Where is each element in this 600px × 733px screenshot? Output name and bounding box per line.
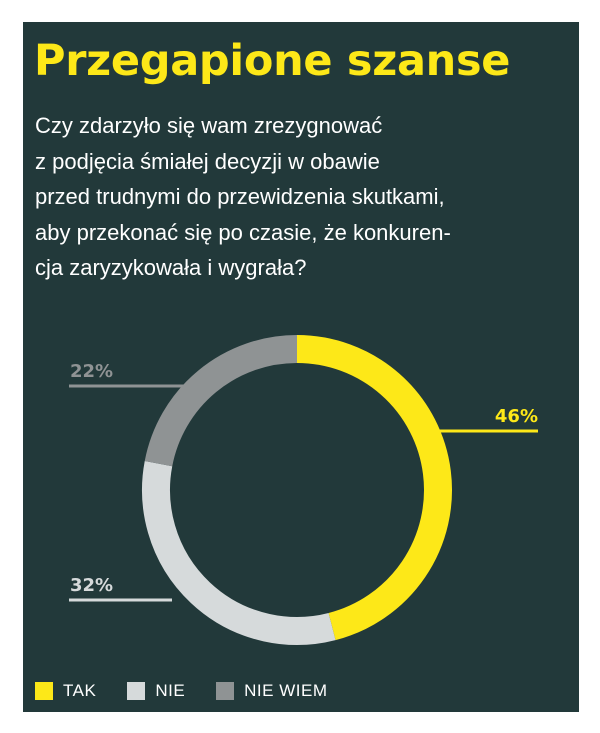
question-line: z podjęcia śmiałej decyzji w obawie xyxy=(35,148,380,174)
data-label-nie-wiem: 22% xyxy=(70,361,113,382)
legend-item-tak: TAK xyxy=(35,681,96,701)
donut-slice-tak xyxy=(296,335,452,641)
donut-slice-nie xyxy=(142,460,336,645)
data-label-tak: 46% xyxy=(495,406,538,427)
legend-item-nie: NIE xyxy=(127,681,185,701)
legend-label-nie: NIE xyxy=(155,681,186,700)
legend-swatch-nie xyxy=(127,682,146,700)
donut-slice-nie-wiem xyxy=(144,335,298,467)
legend: TAK NIE NIE WIEM xyxy=(35,681,359,701)
legend-label-nie-wiem: NIE WIEM xyxy=(244,681,328,700)
data-label-nie: 32% xyxy=(70,575,113,596)
survey-question: Czy zdarzyło się wam zrezygnować z podję… xyxy=(35,108,575,286)
question-line: cja zaryzykowała i wygrała? xyxy=(35,255,307,280)
chart-title: Przegapione szanse xyxy=(34,36,511,86)
question-line: Czy zdarzyło się wam zrezygnować xyxy=(35,113,383,138)
legend-item-nie-wiem: NIE WIEM xyxy=(216,681,327,701)
legend-swatch-nie-wiem xyxy=(216,682,235,700)
legend-swatch-tak xyxy=(35,682,53,700)
question-line: aby przekonać się po czasie, że konkuren… xyxy=(35,219,451,245)
donut-chart: 46% 32% 22% xyxy=(69,335,538,645)
question-line: przed trudnymi do przewidzenia skutkami, xyxy=(35,184,445,209)
infographic-card: Przegapione szanse Czy zdarzyło się wam … xyxy=(23,22,579,712)
legend-label-tak: TAK xyxy=(63,681,97,700)
